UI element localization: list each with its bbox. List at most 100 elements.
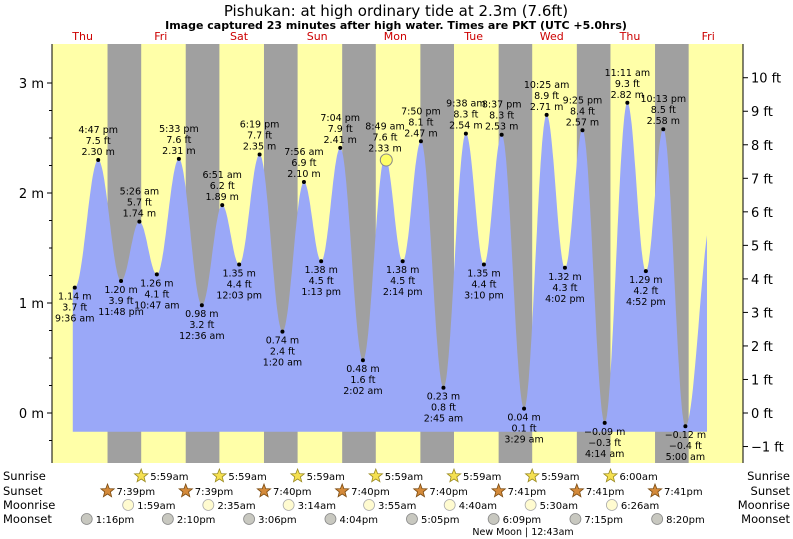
moonrise-icon — [605, 499, 618, 511]
sun-icon — [211, 467, 228, 483]
tide-feet-label: 8.3 ft — [489, 111, 514, 122]
moonrise-icon — [443, 499, 456, 511]
tide-point-dot — [360, 358, 365, 363]
moonset-icon — [406, 513, 418, 525]
low-tide-point: 1.38 m4.5 ft1:13 pm — [301, 259, 341, 298]
right-tick-label: −1 ft — [751, 441, 784, 456]
tide-time-label: 11:48 pm — [98, 307, 144, 318]
sunset-event: 7:40pm — [334, 482, 390, 498]
sunrise-time: 5:59am — [228, 472, 266, 483]
high-tide-point: 6:19 pm7.7 ft2.35 m — [240, 120, 280, 157]
high-tide-point: 5:33 pm7.6 ft2.31 m — [159, 124, 199, 161]
tide-point-dot — [199, 303, 204, 308]
tide-time-label: 9:38 am — [446, 99, 485, 110]
high-tide-point: 7:04 pm7.9 ft2.41 m — [320, 113, 360, 150]
moonset-event: 5:05pm — [406, 513, 460, 526]
day-name-label: Wed — [540, 30, 564, 43]
tide-meters-label: 2.54 m — [449, 121, 482, 132]
tide-point-dot — [580, 128, 585, 133]
low-tide-point: 1.14 m3.7 ft9:36 am — [55, 285, 94, 325]
tide-time-label: 4:14 am — [585, 449, 624, 460]
tide-feet-label: 4.1 ft — [144, 289, 169, 300]
sunset-icon — [256, 482, 272, 498]
sunrise-time: 5:59am — [541, 472, 579, 483]
tide-meters-label: 2.57 m — [566, 117, 599, 128]
tide-feet-label: 7.9 ft — [328, 124, 353, 135]
tide-meters-label: 2.71 m — [530, 102, 563, 113]
tide-feet-label: 8.5 ft — [651, 105, 676, 116]
tide-time-label: 6:19 pm — [240, 120, 280, 131]
sunset-icon — [647, 482, 663, 498]
tide-time-label: 3:29 am — [504, 435, 543, 446]
high-tide-point: 8:37 pm8.3 ft2.53 m — [482, 100, 521, 137]
tide-meters-label: 1.14 m — [58, 292, 91, 303]
tide-point-dot — [137, 219, 142, 224]
sun-icon — [133, 467, 149, 483]
tide-meters-label: 1.35 m — [467, 269, 500, 280]
moonrise-event: 6:26am — [605, 499, 659, 512]
tide-feet-label: 3.7 ft — [62, 303, 87, 314]
sunset-time: 7:40pm — [429, 487, 468, 498]
high-tide-point: 4:47 pm7.5 ft2.30 m — [78, 125, 118, 162]
tide-point-dot — [72, 285, 77, 290]
tide-point-dot — [96, 158, 101, 162]
low-tide-point: −0.09 m−0.3 ft4:14 am — [584, 420, 625, 460]
low-tide-point: 1.29 m4.2 ft4:52 pm — [626, 269, 666, 308]
tide-time-label: 4:02 pm — [545, 294, 585, 305]
day-name-label: Tue — [463, 30, 483, 43]
moonrise-event: 4:40am — [443, 499, 497, 512]
tide-meters-label: 1.20 m — [104, 285, 137, 296]
tide-time-label: 10:47 am — [134, 300, 179, 311]
moonrise-row-label: Moonrise — [3, 498, 55, 512]
right-tick-label: 3 ft — [751, 306, 773, 321]
sun-icon — [368, 467, 384, 483]
sunset-time: 7:41pm — [508, 487, 547, 498]
moonset-icon — [324, 513, 337, 525]
moonrise-time: 5:30am — [540, 501, 578, 512]
tide-time-label: 9:25 pm — [563, 95, 603, 106]
high-tide-point: 10:13 pm8.5 ft2.58 m — [640, 94, 686, 132]
sunrise-event: 5:59am — [446, 467, 501, 483]
tide-time-label: 5:26 am — [120, 187, 159, 198]
tide-feet-label: −0.3 ft — [588, 438, 621, 449]
sunrise-time: 5:59am — [307, 472, 345, 483]
tide-time-label: 1:13 pm — [301, 287, 341, 298]
tide-point-dot — [237, 262, 242, 267]
sunrise-event: 5:59am — [133, 467, 189, 483]
tide-feet-label: 8.9 ft — [534, 91, 559, 102]
moonset-time: 8:20pm — [666, 515, 705, 526]
tide-time-label: 12:36 am — [179, 331, 224, 342]
sun-icon — [289, 467, 306, 483]
tide-meters-label: 2.31 m — [162, 146, 195, 157]
moonset-icon — [161, 513, 174, 525]
sunset-row-label-right: Sunset — [751, 484, 791, 498]
tide-point-dot — [661, 127, 666, 132]
day-name-label: Thu — [619, 30, 641, 43]
tide-feet-label: 8.3 ft — [453, 110, 478, 121]
sunset-event: 7:40pm — [256, 482, 312, 498]
tide-point-dot — [338, 145, 343, 150]
low-tide-point: 1.35 m4.4 ft3:10 pm — [464, 262, 504, 302]
right-tick-label: 8 ft — [751, 139, 773, 154]
tide-feet-label: 8.4 ft — [570, 106, 595, 117]
sun-icon — [524, 467, 540, 483]
tide-time-label: 9:36 am — [55, 314, 94, 325]
right-tick-label: 7 ft — [751, 172, 773, 187]
tide-point-dot — [499, 132, 504, 137]
moonset-row-label-right: Moonset — [741, 512, 790, 526]
sun-icon — [602, 467, 619, 483]
right-tick-label: 10 ft — [751, 72, 781, 87]
tide-point-dot — [562, 265, 567, 270]
tide-feet-label: 0.1 ft — [512, 424, 537, 435]
tide-point-dot — [301, 180, 306, 184]
high-tide-point: 9:25 pm8.4 ft2.57 m — [563, 95, 603, 133]
tide-meters-label: 0.48 m — [346, 364, 379, 375]
day-name-label: Fri — [702, 30, 715, 43]
tide-meters-label: 2.58 m — [647, 116, 680, 127]
tide-feet-label: 4.4 ft — [227, 280, 252, 291]
tide-feet-label: 1.6 ft — [350, 375, 375, 386]
sunrise-event: 5:59am — [289, 467, 345, 483]
